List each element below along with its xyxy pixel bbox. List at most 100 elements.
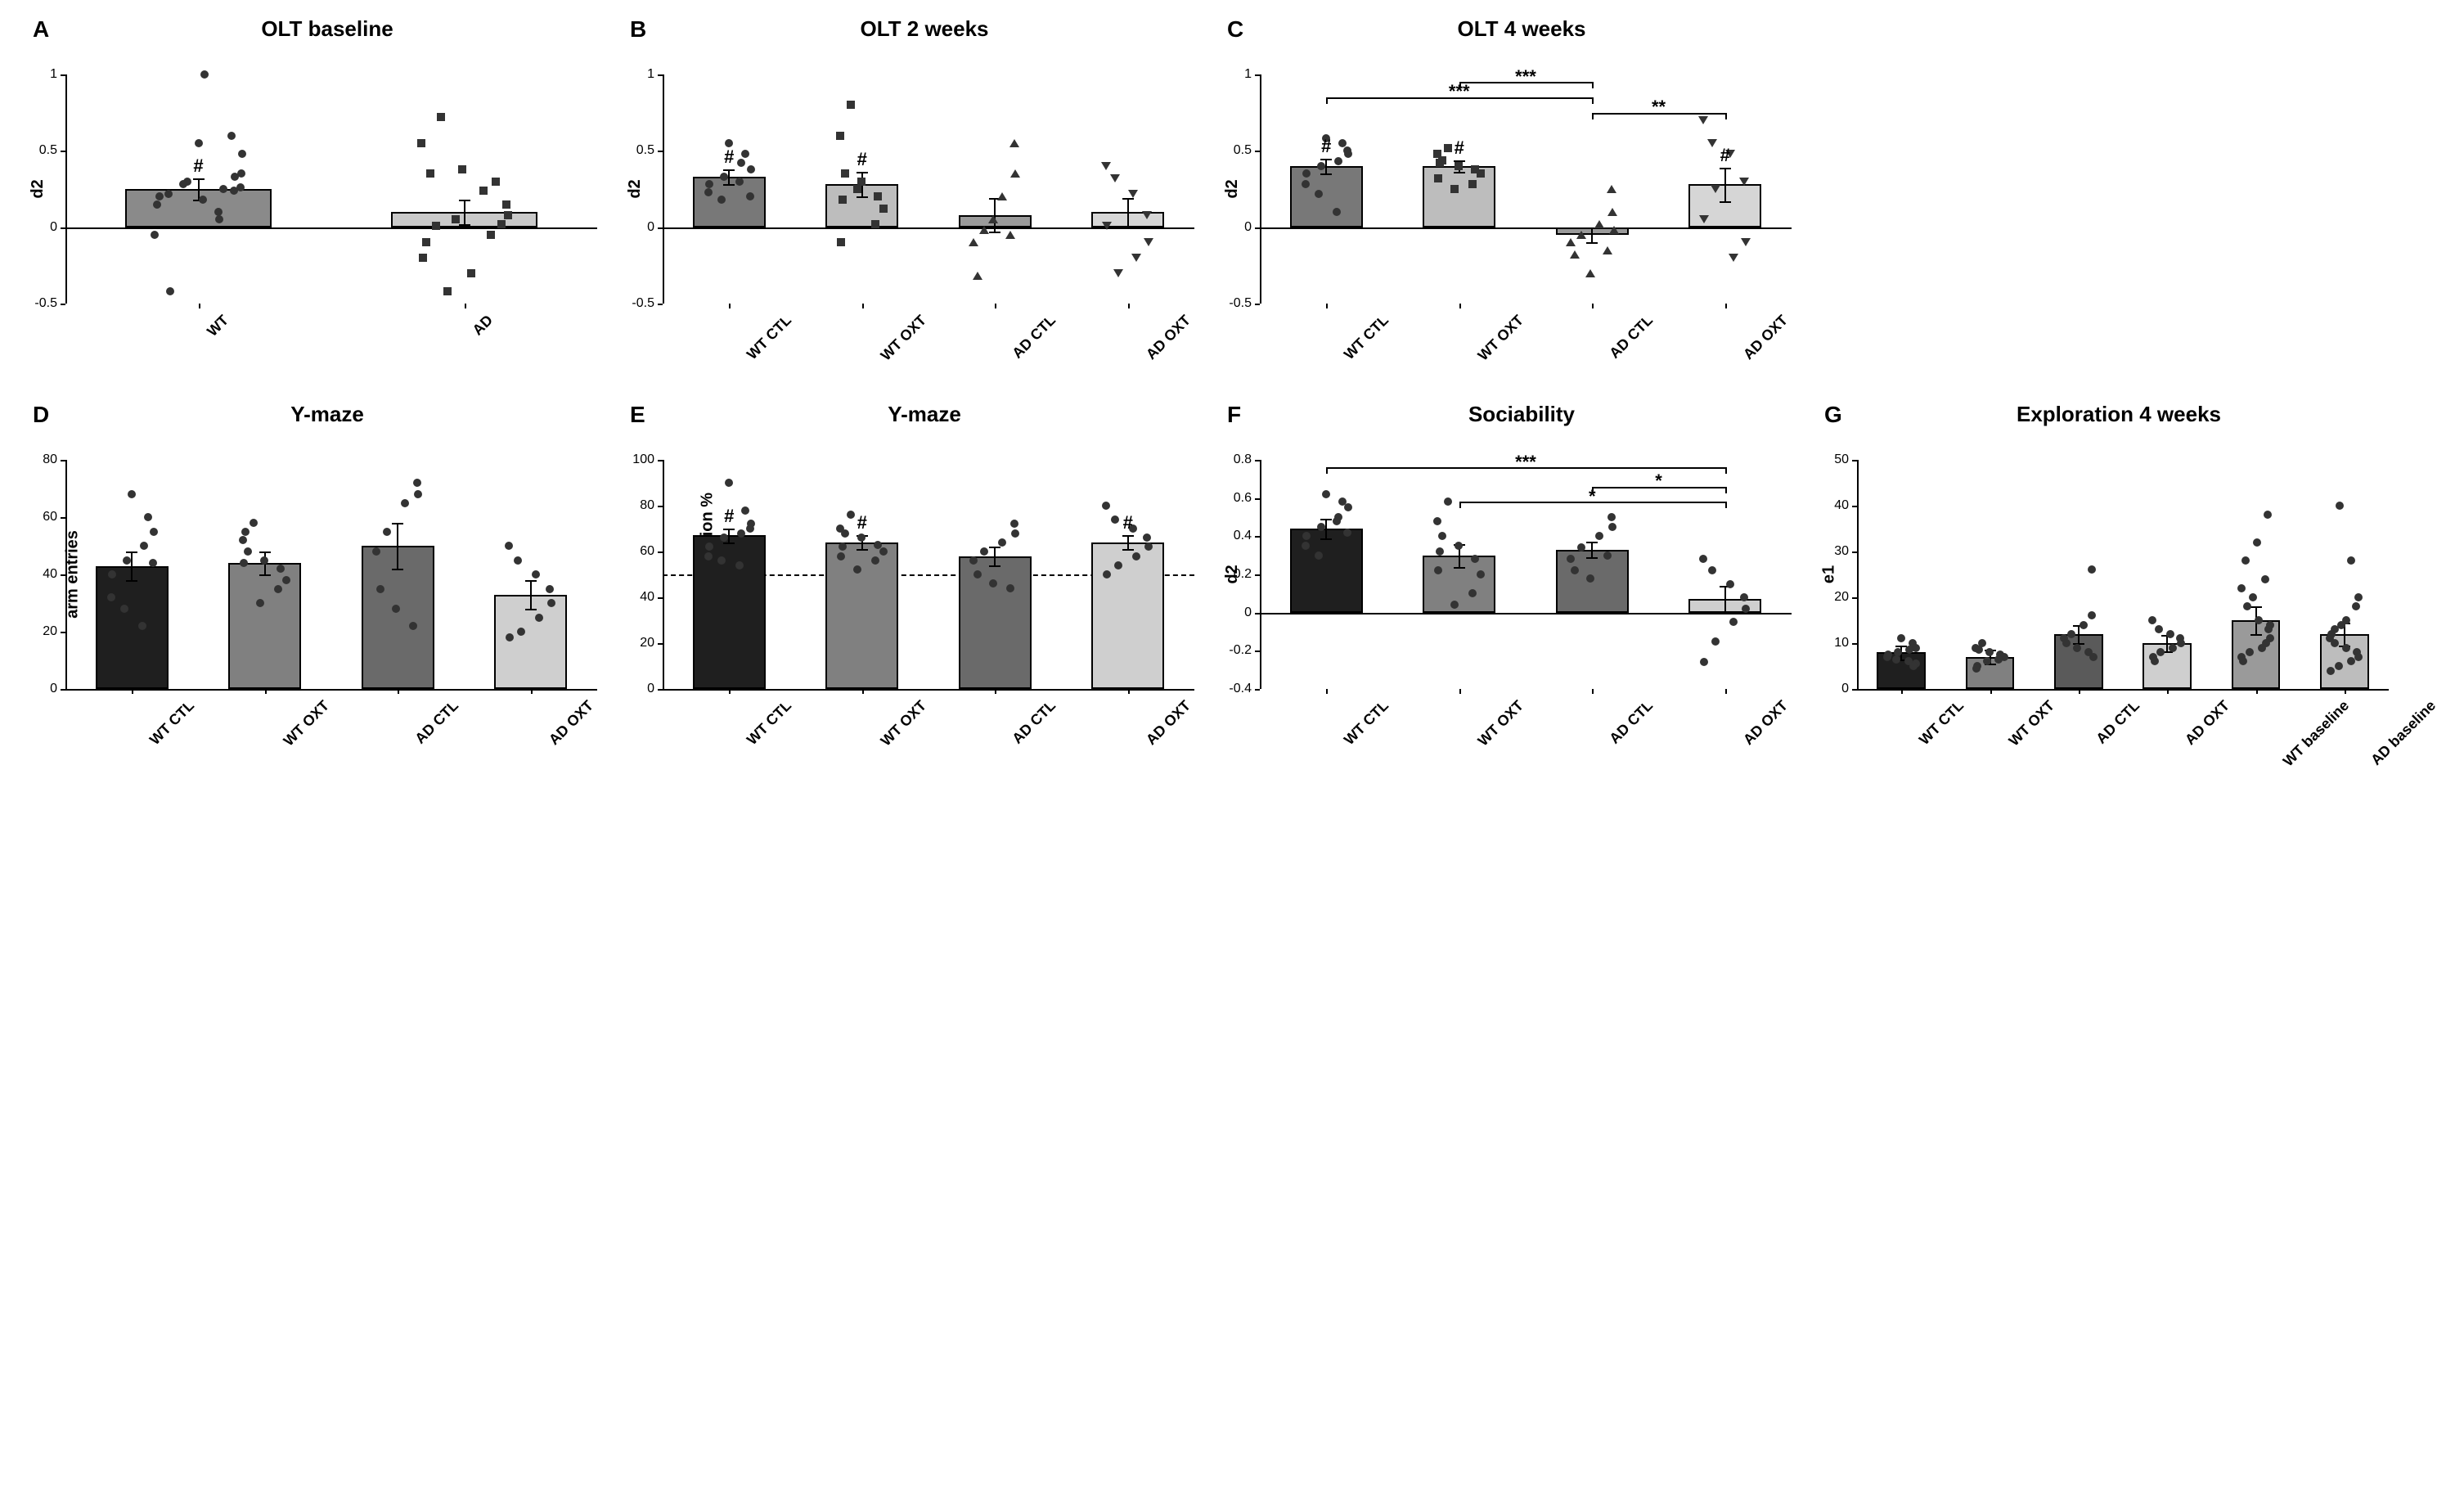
xtick-label: WT OXT [1474, 697, 1527, 749]
ytick-label: 20 [29, 624, 57, 639]
plot: 020406080100#WT CTL#WT OXTAD CTL#AD OXT [663, 460, 1194, 689]
data-point [1603, 551, 1612, 560]
data-point [432, 222, 440, 230]
data-point [704, 188, 713, 196]
data-point [1883, 653, 1891, 661]
data-point [717, 196, 726, 204]
data-point [1132, 552, 1140, 560]
data-point [1315, 190, 1323, 198]
data-point [2342, 644, 2350, 652]
plot: 01020304050WT CTLWT OXTAD CTLAD OXTWT ba… [1857, 460, 2389, 689]
data-point [138, 622, 146, 630]
data-point [1131, 254, 1141, 262]
data-point [166, 287, 174, 295]
data-point [1740, 593, 1748, 601]
figure: AOLT baselined2-0.500.51#WTAD BOLT 2 wee… [16, 16, 2389, 771]
xtick-label: WT baseline [2279, 697, 2352, 770]
panel-e: EY-mazeY-maze alternation %020406080100#… [614, 402, 1194, 771]
data-point [2337, 621, 2345, 629]
data-point [1471, 555, 1479, 563]
hash-symbol: # [857, 512, 867, 533]
data-point [1317, 523, 1325, 531]
data-point [837, 552, 845, 560]
data-point [497, 220, 506, 228]
data-point [241, 528, 250, 536]
data-point [506, 633, 514, 641]
data-point [1698, 116, 1708, 124]
xtick-label: WT CTL [146, 697, 198, 749]
data-point [1010, 169, 1020, 178]
panel-a: AOLT baselined2-0.500.51#WTAD [16, 16, 597, 385]
data-point [244, 547, 252, 556]
data-point [1334, 157, 1342, 165]
data-point [2062, 639, 2071, 647]
data-point [879, 547, 888, 556]
data-point [979, 226, 989, 234]
data-point [1711, 185, 1720, 193]
data-point [1742, 605, 1750, 613]
ytick-label: 1 [626, 67, 654, 82]
data-point [1905, 646, 1913, 654]
data-point [1975, 646, 1983, 654]
data-point [1103, 570, 1111, 578]
data-point [392, 605, 400, 613]
data-point [409, 622, 417, 630]
data-point [2266, 621, 2274, 629]
ytick-label: 0 [626, 220, 654, 235]
ytick-label: -0.5 [29, 296, 57, 311]
panel-f: FSociabilityd2-0.4-0.200.20.40.60.8WT CT… [1211, 402, 1792, 771]
data-point [747, 165, 755, 173]
panel-title: OLT 4 weeks [1252, 16, 1792, 42]
data-point [492, 178, 500, 186]
ytick-label: 30 [1820, 544, 1849, 559]
plot: -0.500.51#WT CTL#WT OXTAD CTL#AD OXT****… [1260, 74, 1792, 304]
xtick-label: AD OXT [546, 697, 597, 749]
xtick-label: AD CTL [1607, 312, 1657, 362]
panel-letter: F [1227, 402, 1241, 428]
data-point [1699, 555, 1707, 563]
panel-title: Y-maze [654, 402, 1194, 427]
bar [1290, 529, 1363, 613]
xtick-label: AD CTL [1607, 697, 1657, 748]
data-point [2253, 538, 2261, 547]
data-point [2239, 657, 2247, 665]
data-point [250, 519, 258, 527]
data-point [458, 165, 466, 173]
ytick-label: -0.2 [1223, 643, 1252, 658]
y-axis-label: d2 [626, 179, 645, 198]
data-point [2088, 565, 2096, 574]
ytick-label: 0.8 [1223, 452, 1252, 467]
data-point [547, 599, 555, 607]
data-point [704, 552, 713, 560]
data-point [123, 556, 131, 565]
data-point [504, 211, 512, 219]
data-point [1607, 185, 1616, 193]
data-point [1302, 542, 1310, 550]
data-point [1142, 211, 1152, 219]
data-point [517, 628, 525, 636]
data-point [735, 561, 744, 569]
data-point [1444, 144, 1452, 152]
sig-label: * [1655, 470, 1662, 492]
ytick-label: 0.5 [626, 143, 654, 158]
data-point [1477, 570, 1485, 578]
data-point [452, 215, 460, 223]
data-point [1333, 517, 1341, 525]
data-point [1006, 584, 1014, 592]
data-point [1468, 589, 1477, 597]
ytick-label: 0 [1223, 605, 1252, 620]
chart-area: arm entries020406080WT CTLWT OXTAD CTLAD… [65, 460, 597, 689]
ytick-label: 0 [1820, 682, 1849, 696]
ytick-label: 10 [1820, 636, 1849, 650]
data-point [1711, 637, 1720, 646]
ytick-label: 100 [626, 452, 654, 467]
data-point [1566, 238, 1576, 246]
data-point [1011, 529, 1019, 538]
hash-symbol: # [724, 506, 734, 527]
data-point [1700, 658, 1708, 666]
data-point [532, 570, 540, 578]
data-point [973, 570, 982, 578]
data-point [837, 238, 845, 246]
data-point [2255, 616, 2263, 624]
ytick-label: 1 [1223, 67, 1252, 82]
